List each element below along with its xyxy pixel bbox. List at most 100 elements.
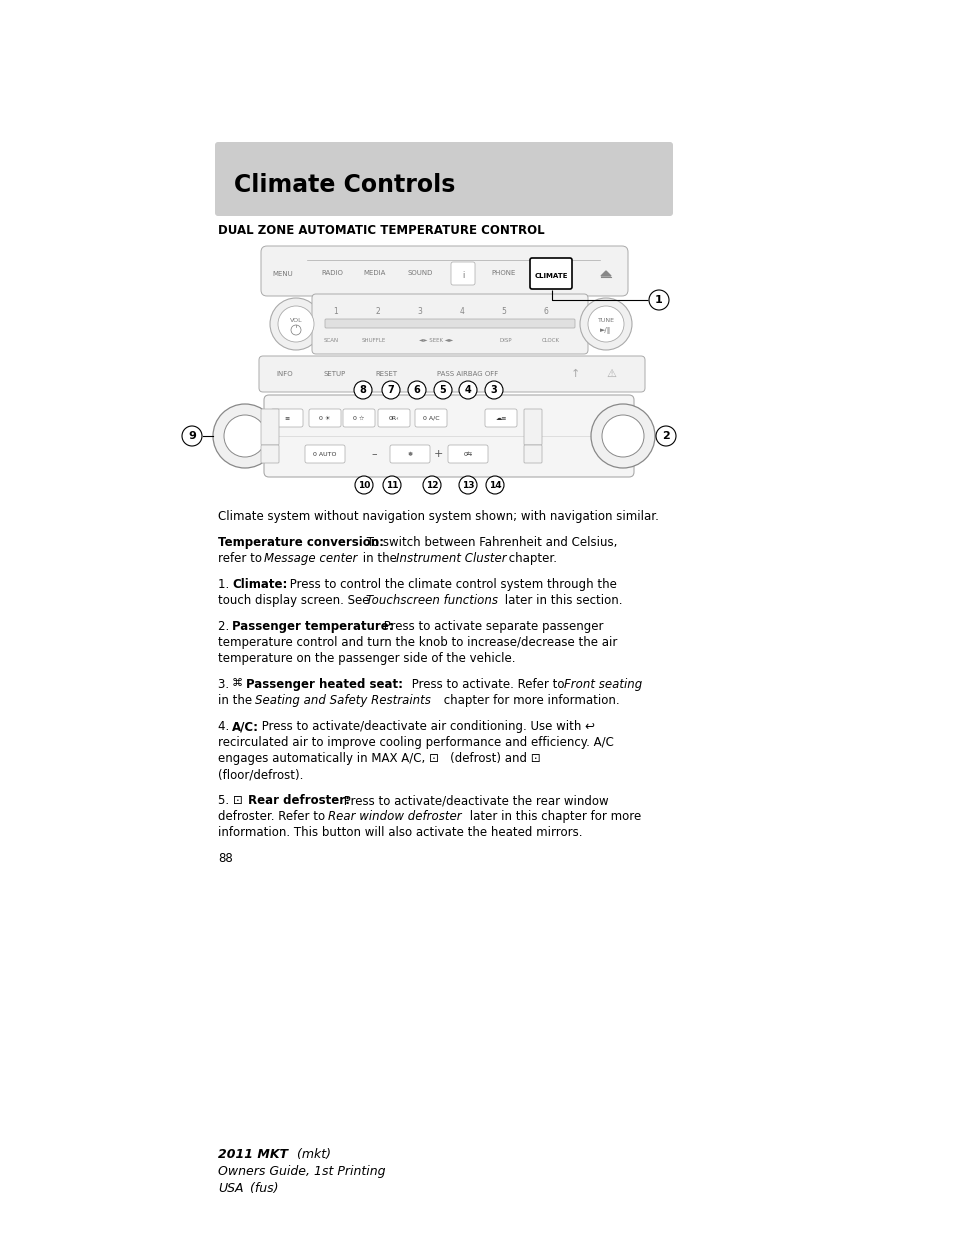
Text: USA: USA (218, 1182, 243, 1195)
Text: 3: 3 (417, 308, 422, 316)
Circle shape (213, 404, 276, 468)
Text: 13: 13 (461, 480, 474, 489)
Text: ☁≡: ☁≡ (495, 415, 506, 420)
Circle shape (381, 382, 399, 399)
Text: chapter.: chapter. (504, 552, 557, 564)
Text: Press to control the climate control system through the: Press to control the climate control sys… (286, 578, 617, 592)
Text: 2.: 2. (218, 620, 233, 634)
Circle shape (277, 306, 314, 342)
Circle shape (648, 290, 668, 310)
Text: 4.: 4. (218, 720, 233, 734)
FancyBboxPatch shape (523, 409, 541, 445)
Text: Front seating: Front seating (563, 678, 641, 692)
FancyBboxPatch shape (312, 294, 587, 354)
Text: +: + (433, 450, 442, 459)
Circle shape (355, 475, 373, 494)
Text: ≡: ≡ (284, 415, 290, 420)
Text: information. This button will also activate the heated mirrors.: information. This button will also activ… (218, 826, 582, 839)
Text: Press to activate/deactivate the rear window: Press to activate/deactivate the rear wi… (339, 794, 608, 806)
Text: in the: in the (358, 552, 400, 564)
Circle shape (270, 298, 322, 350)
Text: CLOCK: CLOCK (541, 337, 559, 342)
Circle shape (354, 382, 372, 399)
Text: 6: 6 (543, 308, 548, 316)
Text: 12: 12 (425, 480, 437, 489)
Text: PHONE: PHONE (492, 270, 516, 275)
Text: SOUND: SOUND (407, 270, 433, 275)
Text: Message center: Message center (264, 552, 357, 564)
Text: 9: 9 (188, 431, 195, 441)
Text: recirculated air to improve cooling performance and efficiency. A/C: recirculated air to improve cooling perf… (218, 736, 613, 748)
Text: 7: 7 (387, 385, 394, 395)
Text: 0 ☀: 0 ☀ (319, 415, 331, 420)
Circle shape (590, 404, 655, 468)
FancyBboxPatch shape (451, 262, 475, 285)
Text: Temperature conversion:: Temperature conversion: (218, 536, 384, 550)
Text: 6: 6 (414, 385, 420, 395)
Text: Press to activate. Refer to: Press to activate. Refer to (408, 678, 568, 692)
Text: SHUFFLE: SHUFFLE (361, 337, 386, 342)
FancyBboxPatch shape (377, 409, 410, 427)
Circle shape (601, 415, 643, 457)
Circle shape (485, 475, 503, 494)
FancyBboxPatch shape (261, 246, 627, 296)
Text: Press to activate separate passenger: Press to activate separate passenger (379, 620, 603, 634)
Text: temperature control and turn the knob to increase/decrease the air: temperature control and turn the knob to… (218, 636, 617, 650)
Text: To switch between Fahrenheit and Celsius,: To switch between Fahrenheit and Celsius… (363, 536, 617, 550)
Circle shape (587, 306, 623, 342)
Text: SETUP: SETUP (323, 370, 346, 377)
Text: 2: 2 (375, 308, 380, 316)
Circle shape (422, 475, 440, 494)
Text: touch display screen. See: touch display screen. See (218, 594, 373, 606)
Text: CLIMATE: CLIMATE (534, 273, 567, 279)
FancyBboxPatch shape (305, 445, 345, 463)
FancyBboxPatch shape (523, 445, 541, 463)
Text: later in this chapter for more: later in this chapter for more (465, 810, 640, 823)
Circle shape (434, 382, 452, 399)
Text: Climate Controls: Climate Controls (233, 173, 455, 198)
Circle shape (382, 475, 400, 494)
Text: ►/‖: ►/‖ (599, 326, 611, 333)
Text: 0R‹: 0R‹ (388, 415, 399, 420)
Text: 10: 10 (357, 480, 370, 489)
Text: 5: 5 (501, 308, 506, 316)
Text: ⌘: ⌘ (232, 678, 247, 688)
Circle shape (484, 382, 502, 399)
Text: (floor/defrost).: (floor/defrost). (218, 768, 303, 781)
Text: Passenger temperature:: Passenger temperature: (232, 620, 394, 634)
Text: Press to activate/deactivate air conditioning. Use with ↩: Press to activate/deactivate air conditi… (257, 720, 595, 734)
Circle shape (408, 382, 426, 399)
FancyBboxPatch shape (264, 395, 634, 477)
Text: RADIO: RADIO (321, 270, 342, 275)
Text: ⚠: ⚠ (605, 369, 616, 379)
FancyBboxPatch shape (530, 258, 572, 289)
FancyBboxPatch shape (309, 409, 340, 427)
Text: A/C:: A/C: (232, 720, 258, 734)
Text: Owners Guide, 1st Printing: Owners Guide, 1st Printing (218, 1165, 385, 1178)
Text: 1: 1 (334, 308, 338, 316)
Text: 0 A/C: 0 A/C (422, 415, 438, 420)
Text: VOL: VOL (290, 319, 302, 324)
Text: 4: 4 (459, 308, 464, 316)
Text: 0⇆: 0⇆ (463, 452, 472, 457)
Text: Instrument Cluster: Instrument Cluster (395, 552, 506, 564)
FancyBboxPatch shape (214, 142, 672, 216)
Text: DUAL ZONE AUTOMATIC TEMPERATURE CONTROL: DUAL ZONE AUTOMATIC TEMPERATURE CONTROL (218, 224, 544, 237)
Text: PASS AIRBAG OFF: PASS AIRBAG OFF (436, 370, 498, 377)
Text: 88: 88 (218, 852, 233, 864)
Text: defroster. Refer to: defroster. Refer to (218, 810, 329, 823)
FancyBboxPatch shape (484, 409, 517, 427)
Polygon shape (600, 270, 610, 275)
Text: refer to: refer to (218, 552, 266, 564)
FancyBboxPatch shape (415, 409, 447, 427)
Text: Rear window defroster: Rear window defroster (328, 810, 461, 823)
FancyBboxPatch shape (325, 319, 575, 329)
Text: in the: in the (218, 694, 255, 706)
Text: 4: 4 (464, 385, 471, 395)
Text: 1: 1 (655, 295, 662, 305)
Circle shape (458, 475, 476, 494)
Text: 2: 2 (661, 431, 669, 441)
FancyBboxPatch shape (271, 409, 303, 427)
Text: MEDIA: MEDIA (363, 270, 386, 275)
Text: 3.: 3. (218, 678, 233, 692)
